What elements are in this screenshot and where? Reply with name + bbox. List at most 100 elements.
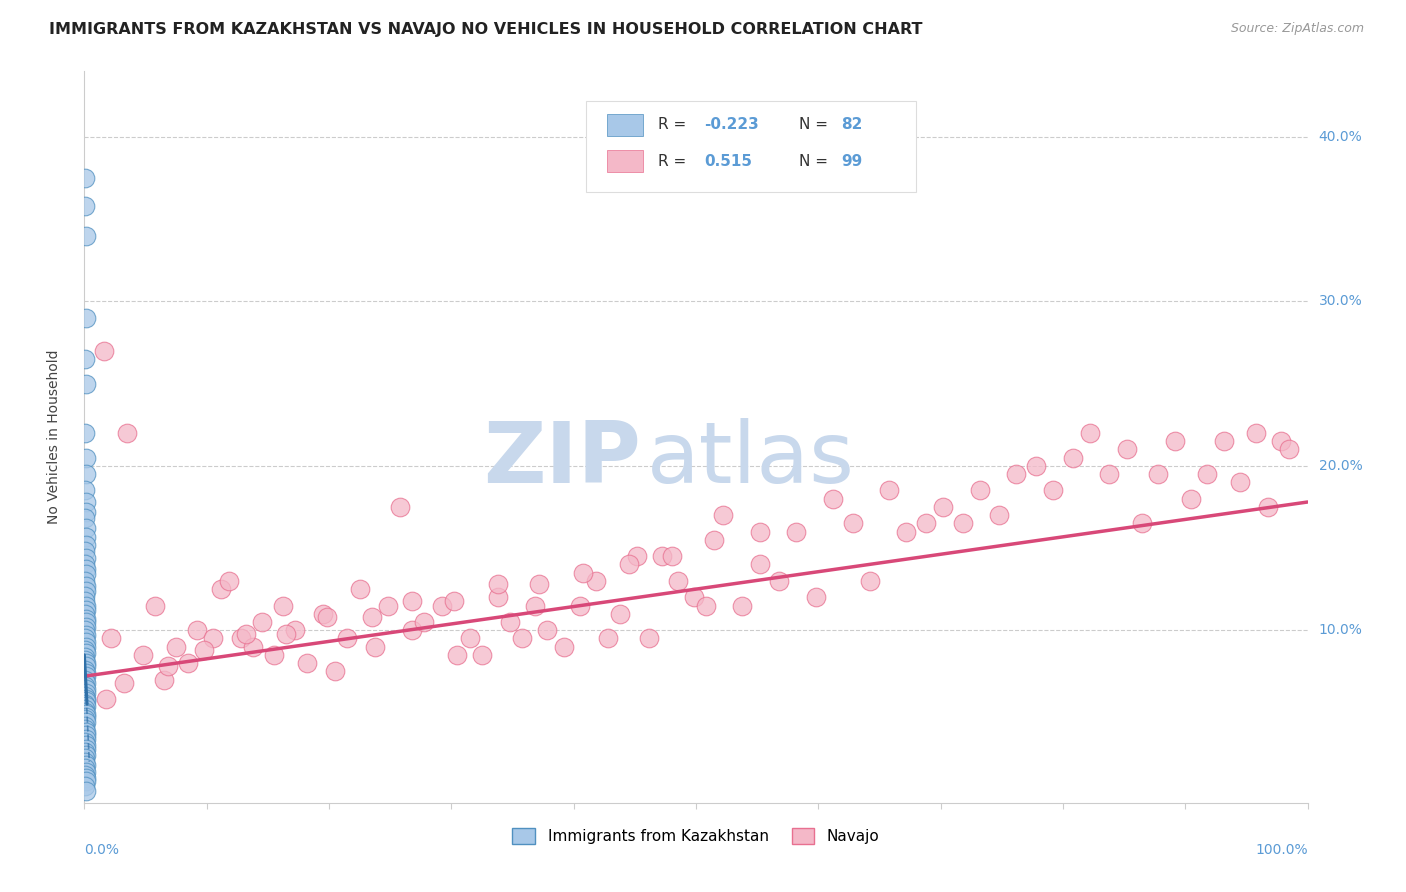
Point <box>75 628 97 642</box>
Text: 82: 82 <box>842 117 863 132</box>
Point <box>75 656 97 670</box>
Point <box>1025 458 1047 473</box>
Point <box>75 697 97 711</box>
Point <box>75 739 97 753</box>
Point <box>75 579 97 593</box>
Point <box>626 549 648 564</box>
Point <box>75 702 97 716</box>
Text: 40.0%: 40.0% <box>1319 130 1362 145</box>
Text: N =: N = <box>799 153 832 169</box>
Point <box>75 706 97 720</box>
Point <box>75 755 97 769</box>
Point <box>153 673 176 687</box>
Point <box>703 533 725 547</box>
Point <box>859 574 882 588</box>
Point <box>75 646 97 660</box>
Point <box>75 376 97 391</box>
Point <box>75 632 97 646</box>
Point <box>315 610 337 624</box>
Point <box>75 495 97 509</box>
Point <box>1042 483 1064 498</box>
Point <box>75 665 97 680</box>
Point <box>177 656 200 670</box>
Point <box>446 648 468 662</box>
Point <box>75 425 97 440</box>
Point <box>1213 434 1236 449</box>
Text: R =: R = <box>658 117 692 132</box>
Point <box>75 673 97 687</box>
Point <box>75 558 97 572</box>
Point <box>75 712 97 726</box>
Point <box>75 643 97 657</box>
Point <box>75 171 97 186</box>
Point <box>75 663 97 677</box>
Point <box>1005 467 1028 481</box>
Point <box>75 624 97 638</box>
Point <box>75 694 97 708</box>
Point <box>1197 467 1219 481</box>
Point <box>349 582 371 596</box>
Point <box>75 615 97 629</box>
Point <box>75 511 97 525</box>
Point <box>804 591 827 605</box>
Text: 100.0%: 100.0% <box>1256 843 1308 857</box>
Point <box>785 524 807 539</box>
Point <box>75 640 97 654</box>
Point <box>75 567 97 582</box>
Point <box>471 648 494 662</box>
Point <box>572 566 595 580</box>
Point <box>969 483 991 498</box>
Point <box>75 745 97 759</box>
Point <box>1132 516 1154 531</box>
Point <box>96 692 118 706</box>
Point <box>75 741 97 756</box>
Point <box>100 632 122 646</box>
Point <box>75 728 97 742</box>
Point <box>932 500 955 514</box>
Point <box>388 500 411 514</box>
Point <box>364 640 387 654</box>
Point <box>1098 467 1121 481</box>
Legend: Immigrants from Kazakhstan, Navajo: Immigrants from Kazakhstan, Navajo <box>506 822 886 850</box>
Point <box>75 529 97 543</box>
Point <box>75 780 97 794</box>
Point <box>711 508 734 523</box>
Point <box>75 228 97 243</box>
Point <box>682 591 704 605</box>
Point <box>75 751 97 765</box>
Point <box>75 544 97 558</box>
Point <box>666 574 689 588</box>
Point <box>617 558 640 572</box>
Point <box>661 549 683 564</box>
Point <box>75 689 97 703</box>
Point <box>1229 475 1251 490</box>
Text: 10.0%: 10.0% <box>1319 624 1362 637</box>
Point <box>1078 425 1101 440</box>
Point <box>75 603 97 617</box>
Point <box>377 599 399 613</box>
Point <box>250 615 273 629</box>
Point <box>75 607 97 621</box>
Point <box>271 599 294 613</box>
Point <box>529 577 551 591</box>
Point <box>156 659 179 673</box>
Point <box>75 562 97 576</box>
Point <box>536 624 558 638</box>
Point <box>186 624 208 638</box>
Text: 20.0%: 20.0% <box>1319 458 1362 473</box>
Point <box>75 649 97 664</box>
Point <box>75 731 97 746</box>
FancyBboxPatch shape <box>606 151 644 172</box>
Point <box>75 620 97 634</box>
Point <box>510 632 533 646</box>
Point <box>115 425 138 440</box>
Point <box>896 524 918 539</box>
Point <box>75 574 97 588</box>
Point <box>295 656 318 670</box>
Point <box>1115 442 1137 457</box>
Point <box>75 682 97 697</box>
Point <box>952 516 974 531</box>
FancyBboxPatch shape <box>586 101 917 192</box>
Point <box>323 665 346 679</box>
Text: 0.515: 0.515 <box>704 153 752 169</box>
